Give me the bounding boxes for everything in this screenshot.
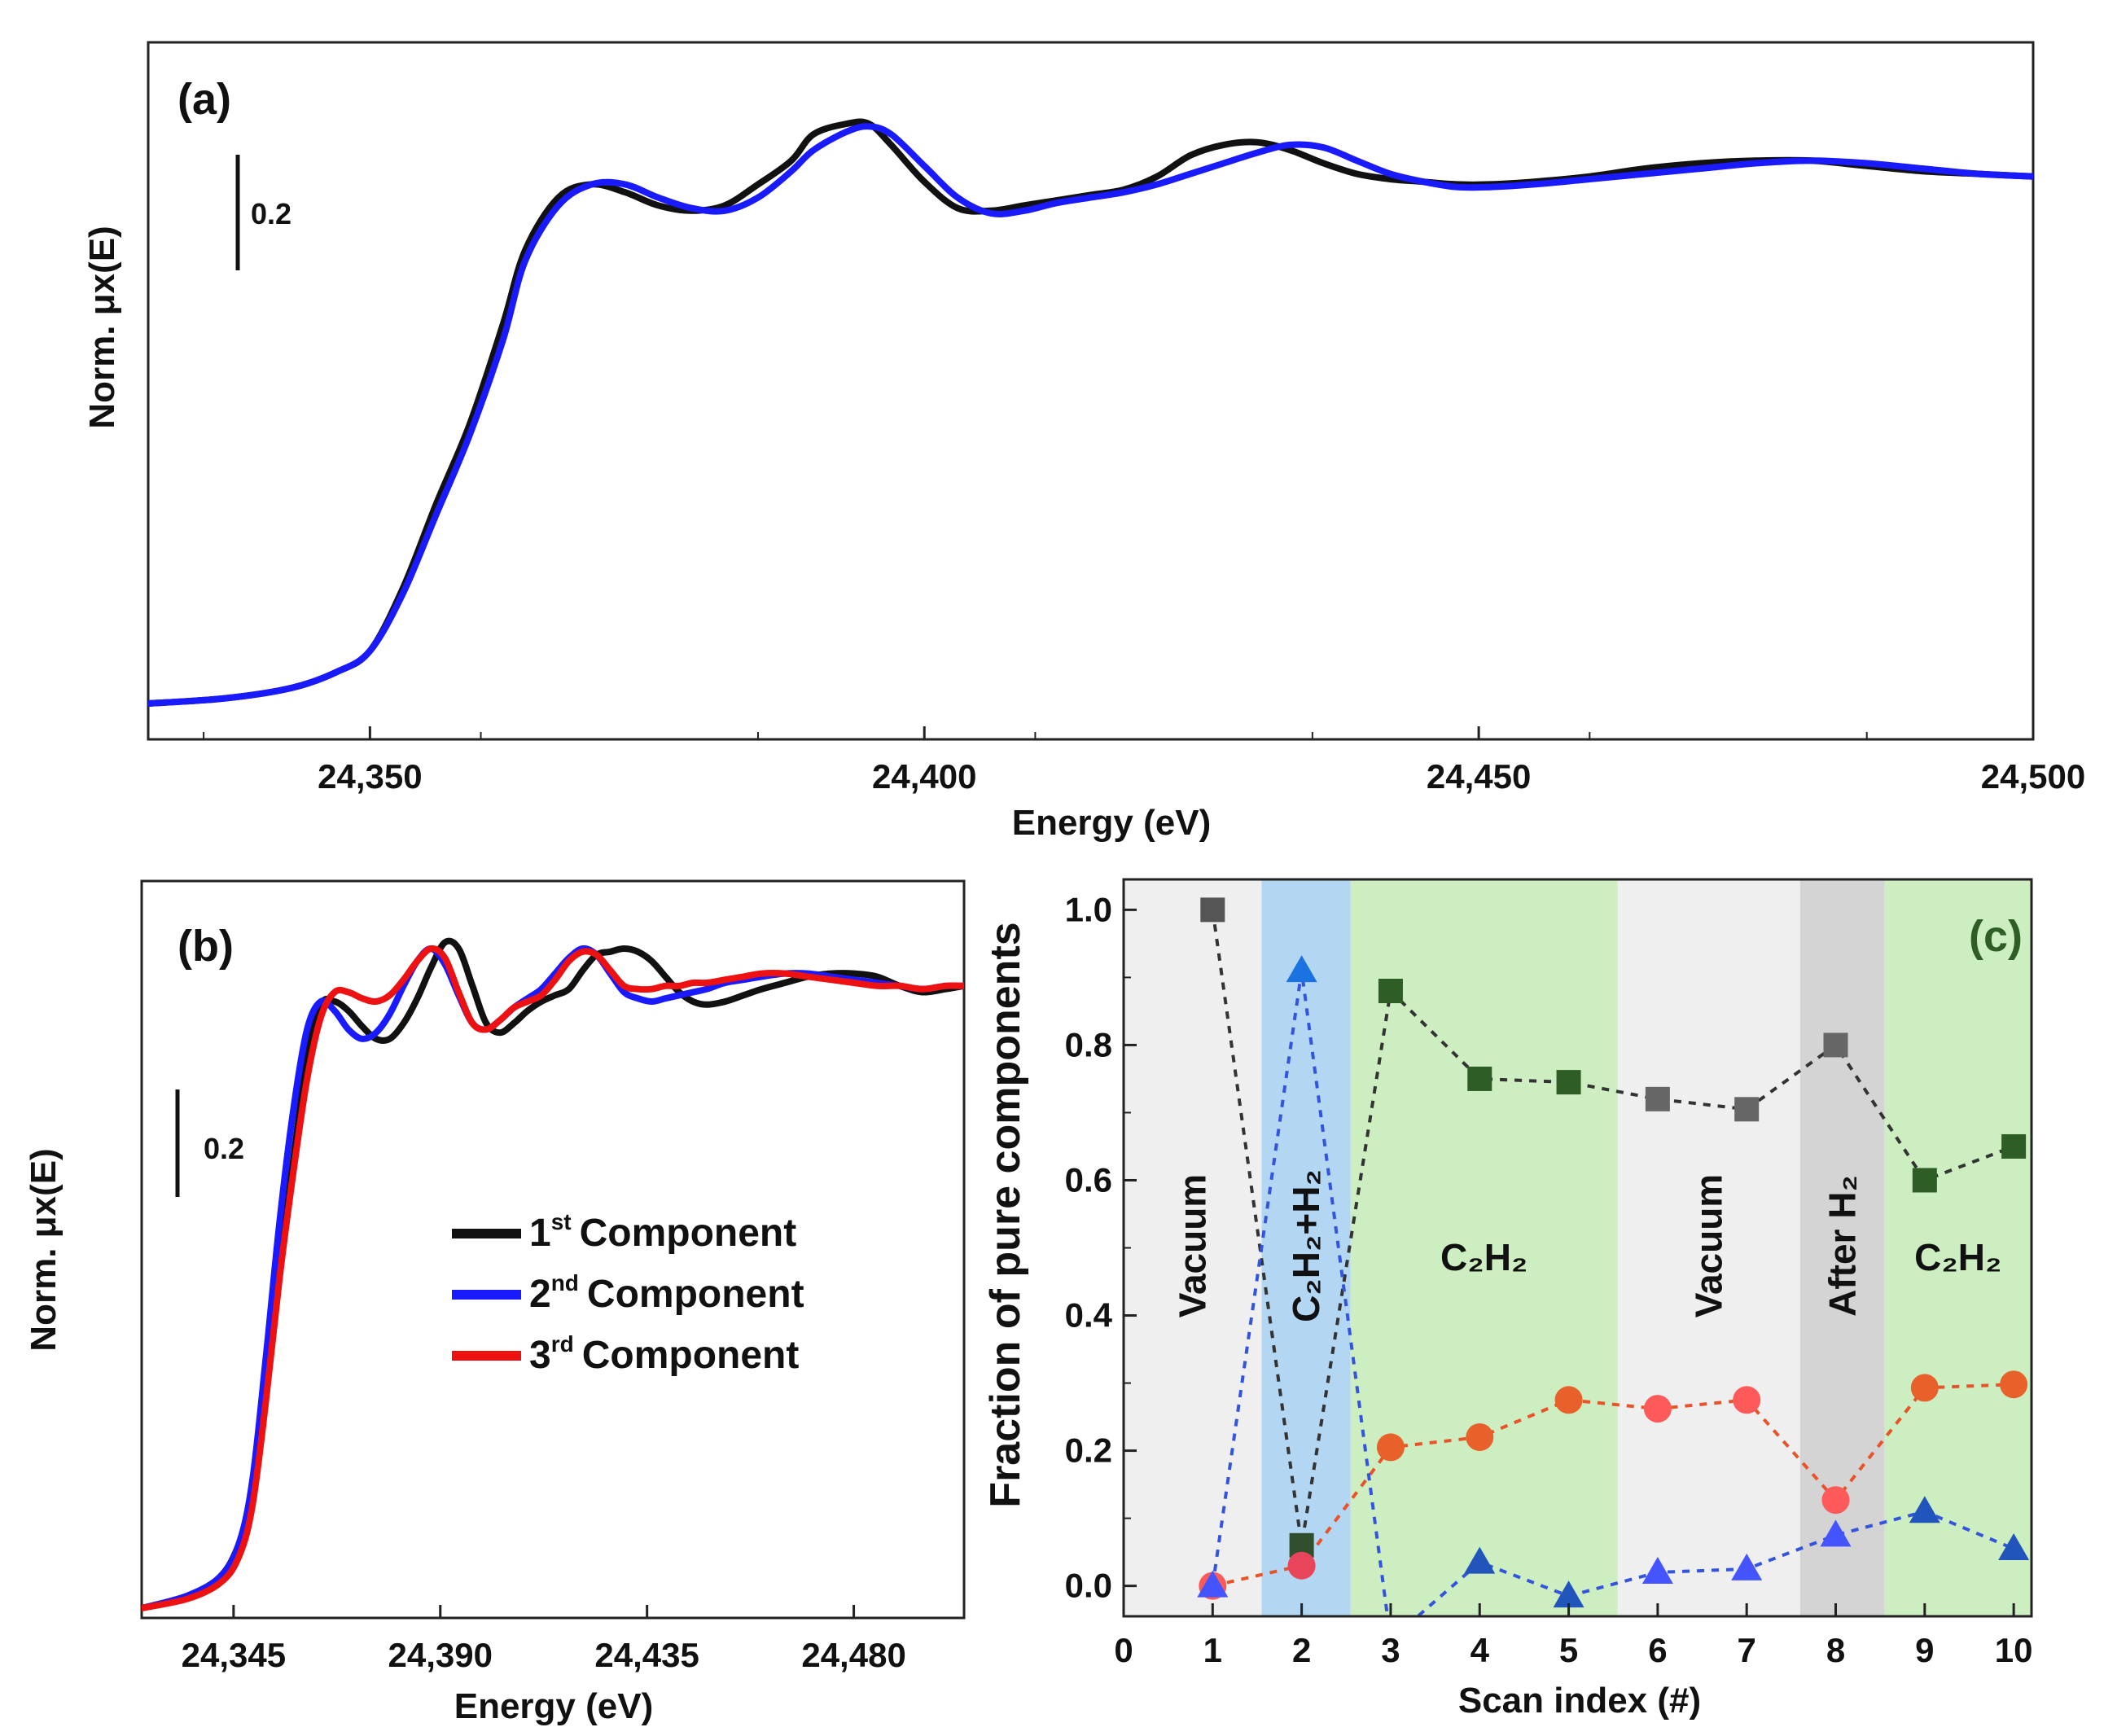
circle-marker [1466, 1423, 1494, 1451]
panel-a-scale-label: 0.2 [251, 197, 291, 230]
triangle-marker [1998, 1532, 2030, 1560]
panel-b-legend: 1st Component 2nd Component 3rd Component [452, 1209, 804, 1377]
panel-b-y-title: Norm. μx(E) [24, 1148, 64, 1351]
region-band [1124, 879, 1262, 1616]
panel-c-x-title: Scan index (#) [1458, 1681, 1701, 1721]
x-tick-label: 24,500 [1981, 757, 2085, 796]
series-dashed-line [1212, 1383, 2014, 1588]
panel-b-frame [140, 879, 966, 1620]
triangle-marker [1286, 955, 1317, 983]
region-band [1617, 879, 1800, 1616]
x-tick-label: 4 [1471, 1631, 1490, 1669]
panel-a-frame [147, 41, 2035, 741]
panel-c-y-title: Fraction of pure components [982, 922, 1029, 1507]
x-tick-label: 24,350 [318, 757, 422, 796]
circle-marker [1554, 1386, 1583, 1414]
legend-label: 3rd Component [529, 1331, 799, 1377]
series-dashed-line [1211, 970, 2014, 1616]
panel-b-letter: (b) [178, 922, 234, 971]
circle-marker [1821, 1486, 1850, 1515]
series-dashed-line [1211, 910, 2014, 1546]
x-tick-label: 0 [1114, 1631, 1133, 1669]
triangle-marker [1553, 1580, 1584, 1608]
region-label: Vacuum [1688, 1174, 1730, 1317]
x-tick-label: 24,450 [1427, 757, 1531, 796]
triangle-marker [1731, 1553, 1763, 1580]
panel-c: Vacuum C₂H₂+H₂ C₂H₂ Vacuum After H₂ C₂H₂ 0 1 2 3… [982, 878, 2033, 1721]
region-label: C₂H₂+H₂ [1285, 1169, 1327, 1322]
y-tick-label: 0.4 [1065, 1296, 1113, 1335]
region-label: C₂H₂ [1440, 1236, 1527, 1278]
panel-b-x-ticks: 24,345 24,390 24,435 24,480 [182, 1605, 906, 1674]
panel-b: 24,345 24,390 24,435 24,480 (b) 0.2 1st Comp… [24, 879, 966, 1726]
panel-a: 24,350 24,400 24,450 24,500 (a) 0.2 Energy … [82, 41, 2085, 843]
square-marker [1645, 1086, 1670, 1111]
y-tick-label: 0.8 [1065, 1025, 1112, 1063]
x-tick-label: 24,480 [801, 1636, 905, 1674]
panel-c-series [1197, 897, 2030, 1616]
legend-item: 1st Component [452, 1209, 796, 1255]
x-tick-label: 3 [1381, 1631, 1400, 1669]
series-line [142, 945, 964, 1611]
circle-marker [1287, 1551, 1316, 1580]
region-label: C₂H₂ [1914, 1236, 2001, 1278]
square-marker [1912, 1168, 1937, 1193]
region-band [1884, 879, 2032, 1616]
series-line [148, 118, 2033, 707]
panel-b-scale-label: 0.2 [204, 1132, 244, 1165]
y-tick-label: 0.0 [1065, 1567, 1112, 1605]
x-tick-label: 8 [1826, 1631, 1845, 1669]
x-tick-label: 5 [1559, 1631, 1578, 1669]
circle-marker [1376, 1433, 1405, 1462]
panel-a-lines [148, 118, 2033, 707]
circle-marker [2000, 1370, 2028, 1399]
circle-marker [1733, 1386, 1761, 1414]
square-marker [1556, 1070, 1581, 1095]
triangle-marker [1464, 1546, 1496, 1574]
panel-c-regions: Vacuum C₂H₂+H₂ C₂H₂ Vacuum After H₂ C₂H₂ [1124, 879, 2032, 1616]
square-marker [1734, 1097, 1760, 1122]
region-label: After H₂ [1821, 1175, 1864, 1317]
region-band [1261, 879, 1351, 1616]
panel-b-lines [142, 937, 964, 1611]
legend-item: 3rd Component [452, 1331, 799, 1377]
square-marker [2001, 1133, 2027, 1159]
legend-item: 2nd Component [452, 1270, 804, 1316]
legend-label: 2nd Component [529, 1270, 804, 1316]
panel-a-x-ticks: 24,350 24,400 24,450 24,500 [203, 726, 2085, 796]
panel-a-y-title: Norm. μx(E) [82, 226, 122, 428]
panel-c-letter: (c) [1969, 912, 2023, 961]
x-tick-label: 7 [1738, 1631, 1756, 1669]
x-tick-label: 24,435 [594, 1636, 699, 1674]
x-tick-label: 2 [1292, 1631, 1311, 1669]
x-tick-label: 24,345 [182, 1636, 286, 1674]
x-tick-label: 10 [1995, 1631, 2033, 1669]
panel-c-ticks: 0 1 2 3 4 5 6 7 8 9 10 0.0 0.2 0.4 0.6 0.8 1.0 [1065, 890, 2033, 1669]
x-tick-label: 9 [1915, 1631, 1934, 1669]
region-label: Vacuum [1172, 1174, 1214, 1317]
x-tick-label: 24,400 [872, 757, 976, 796]
circle-marker [1643, 1395, 1672, 1423]
square-marker [1378, 978, 1403, 1003]
square-marker [1467, 1066, 1492, 1091]
x-tick-label: 24,390 [388, 1636, 493, 1674]
y-tick-label: 0.6 [1065, 1160, 1112, 1199]
x-tick-label: 1 [1203, 1631, 1222, 1669]
circle-marker [1910, 1374, 1939, 1402]
y-tick-label: 1.0 [1065, 890, 1112, 928]
panel-b-x-title: Energy (eV) [454, 1686, 654, 1726]
legend-label: 1st Component [529, 1209, 796, 1255]
triangle-marker [1197, 1570, 1229, 1598]
triangle-marker [1641, 1557, 1673, 1585]
x-tick-label: 6 [1648, 1631, 1667, 1669]
square-marker [1823, 1032, 1848, 1058]
triangle-marker [1909, 1496, 1940, 1523]
panel-a-letter: (a) [178, 75, 231, 124]
triangle-marker [1820, 1519, 1852, 1547]
panel-a-x-title: Energy (eV) [1012, 803, 1212, 843]
series-line [148, 123, 2033, 707]
square-marker [1200, 897, 1225, 923]
y-tick-label: 0.2 [1065, 1431, 1112, 1470]
